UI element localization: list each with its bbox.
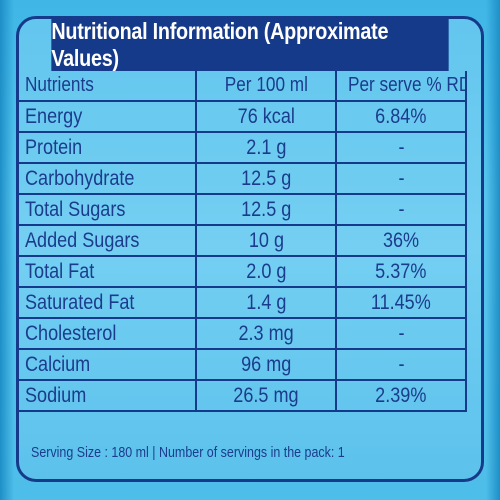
rda-value: - xyxy=(335,348,467,381)
header-rda: Per serve % RDA xyxy=(335,71,467,102)
nutrient-name: Saturated Fat xyxy=(19,286,197,319)
left-edge-shade xyxy=(0,0,14,500)
nutrient-name: Protein xyxy=(19,131,197,164)
rda-value: 5.37% xyxy=(335,255,467,288)
nutrient-name: Calcium xyxy=(19,348,197,381)
table-row: Saturated Fat 1.4 g 11.45% xyxy=(19,286,467,319)
rda-value: - xyxy=(335,162,467,195)
per-100ml-value: 1.4 g xyxy=(195,286,337,319)
table-row: Calcium 96 mg - xyxy=(19,348,467,381)
per-100ml-value: 96 mg xyxy=(195,348,337,381)
nutrient-name: Energy xyxy=(19,100,197,133)
nutrient-name: Total Sugars xyxy=(19,193,197,226)
rda-value: 36% xyxy=(335,224,467,257)
per-100ml-value: 2.3 mg xyxy=(195,317,337,350)
right-edge-shade xyxy=(486,0,500,500)
table-row: Energy 76 kcal 6.84% xyxy=(19,100,467,133)
nutrition-table: Nutrients Per 100 ml Per serve % RDA Ene… xyxy=(19,71,467,412)
rda-value: 11.45% xyxy=(335,286,467,319)
table-row: Total Sugars 12.5 g - xyxy=(19,193,467,226)
table-row: Added Sugars 10 g 36% xyxy=(19,224,467,257)
table-row: Carbohydrate 12.5 g - xyxy=(19,162,467,195)
rda-value: 6.84% xyxy=(335,100,467,133)
nutrient-name: Carbohydrate xyxy=(19,162,197,195)
per-100ml-value: 76 kcal xyxy=(195,100,337,133)
table-row: Cholesterol 2.3 mg - xyxy=(19,317,467,350)
table-row: Total Fat 2.0 g 5.37% xyxy=(19,255,467,288)
panel-title: Nutritional Information (Approximate Val… xyxy=(51,19,449,71)
table-header-row: Nutrients Per 100 ml Per serve % RDA xyxy=(19,71,467,102)
rda-value: 2.39% xyxy=(335,379,467,412)
table-row: Sodium 26.5 mg 2.39% xyxy=(19,379,467,412)
per-100ml-value: 10 g xyxy=(195,224,337,257)
per-100ml-value: 2.0 g xyxy=(195,255,337,288)
header-nutrients: Nutrients xyxy=(19,71,197,102)
nutrient-name: Cholesterol xyxy=(19,317,197,350)
per-100ml-value: 26.5 mg xyxy=(195,379,337,412)
per-100ml-value: 12.5 g xyxy=(195,193,337,226)
header-per-100ml: Per 100 ml xyxy=(195,71,337,102)
rda-value: - xyxy=(335,317,467,350)
nutrient-name: Sodium xyxy=(19,379,197,412)
serving-size-note: Serving Size : 180 ml | Number of servin… xyxy=(31,445,345,461)
nutrient-name: Added Sugars xyxy=(19,224,197,257)
rda-value: - xyxy=(335,131,467,164)
table-row: Protein 2.1 g - xyxy=(19,131,467,164)
per-100ml-value: 2.1 g xyxy=(195,131,337,164)
rda-value: - xyxy=(335,193,467,226)
nutrient-name: Total Fat xyxy=(19,255,197,288)
per-100ml-value: 12.5 g xyxy=(195,162,337,195)
nutrition-panel: Nutritional Information (Approximate Val… xyxy=(16,16,484,482)
